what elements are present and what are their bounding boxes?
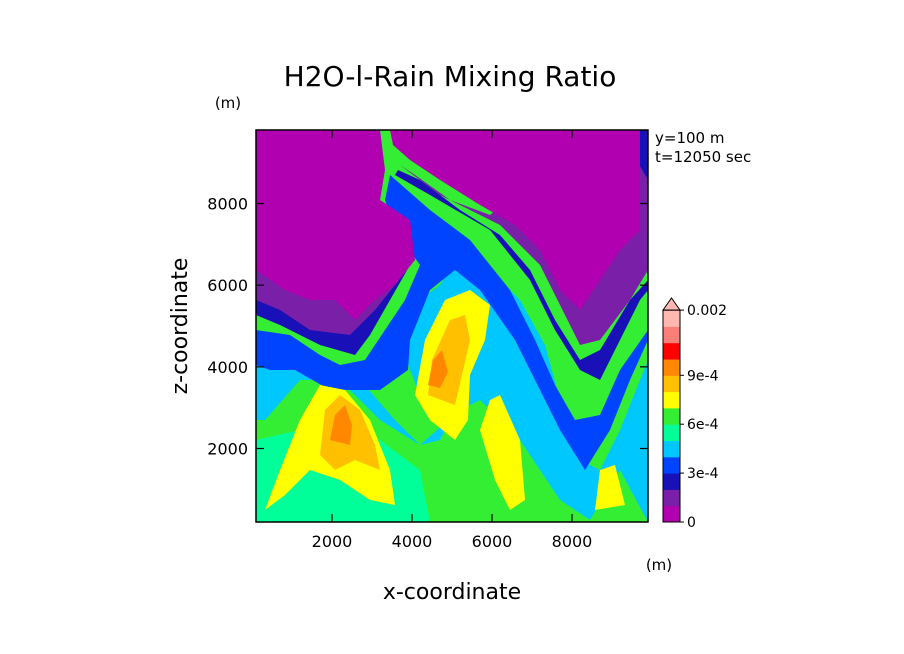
annotation-y: y=100 m [655, 129, 724, 147]
colorbar-label: 9e-4 [687, 368, 719, 384]
x-tick-label: 4000 [392, 532, 433, 551]
y-tick-label: 2000 [207, 440, 248, 459]
y-axis-label: z-coordinate [168, 258, 193, 395]
annotations: y=100 m t=12050 sec [655, 129, 751, 166]
colorbar-label: 0 [687, 515, 696, 531]
x-ticks: 2000 4000 6000 8000 [312, 130, 593, 551]
y-ticks: 2000 4000 6000 8000 [207, 195, 648, 459]
colorbar: 0 3e-4 6e-4 9e-4 0.002 [662, 297, 727, 531]
contour-field [256, 130, 648, 522]
x-tick-label: 2000 [312, 532, 353, 551]
colorbar-label: 0.002 [687, 303, 727, 319]
x-unit-label: (m) [646, 556, 672, 574]
colorbar-band [663, 456, 680, 474]
colorbar-band [663, 375, 680, 393]
contour-band-blue [256, 175, 648, 470]
contour-band-yellow-lower [480, 395, 525, 510]
colorbar-extend-arrow [662, 297, 681, 311]
colorbar-band [663, 310, 680, 327]
plot-area: 2000 4000 6000 8000 2000 4000 6000 8000 [207, 129, 649, 551]
colorbar-band [663, 440, 680, 458]
x-tick-label: 6000 [472, 532, 513, 551]
colorbar-band [663, 424, 680, 441]
annotation-t: t=12050 sec [655, 148, 751, 166]
colorbar-label: 3e-4 [687, 466, 719, 482]
plot-frame [255, 129, 649, 523]
y-tick-label: 6000 [207, 276, 248, 295]
colorbar-band [663, 473, 680, 490]
x-axis-label: x-coordinate [383, 580, 521, 605]
colorbar-label: 6e-4 [687, 417, 719, 433]
contour-band-darkorange-left [330, 405, 352, 445]
colorbar-band [663, 407, 680, 425]
y-unit-label: (m) [215, 94, 241, 112]
colorbar-band [663, 391, 680, 409]
colorbar-band [663, 326, 680, 344]
contour-band-magenta-left [256, 130, 415, 320]
y-tick-label: 8000 [207, 195, 248, 214]
contour-band-darkorange-center [428, 350, 448, 388]
colorbar-band [663, 342, 680, 360]
x-tick-label: 8000 [552, 532, 593, 551]
y-tick-label: 4000 [207, 358, 248, 377]
colorbar-band [663, 489, 680, 507]
chart-title: H2O-l-Rain Mixing Ratio [284, 60, 617, 93]
contour-band-magenta-right [390, 130, 640, 310]
colorbar-band [663, 505, 680, 523]
colorbar-band [663, 359, 680, 376]
contour-band-yellow-right [595, 465, 625, 510]
colorbar-frame [662, 309, 681, 523]
